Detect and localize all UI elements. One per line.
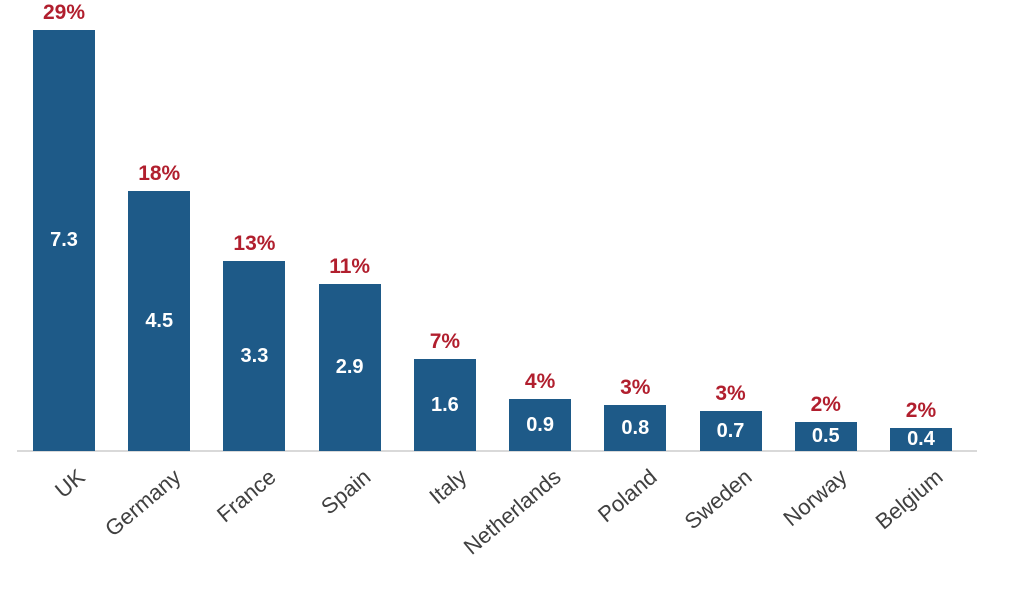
category-label: UK xyxy=(50,464,91,503)
percent-label: 2% xyxy=(905,399,937,422)
bar: 1.6 xyxy=(413,359,476,451)
value-label: 1.6 xyxy=(430,393,459,416)
value-label: 4.5 xyxy=(145,309,174,332)
category-label: Germany xyxy=(99,464,186,542)
bar: 2.9 xyxy=(318,284,381,451)
bar: 0.5 xyxy=(794,422,857,451)
percent-label: 29% xyxy=(42,1,86,24)
value-label: 0.5 xyxy=(811,425,840,447)
category-label: Belgium xyxy=(870,464,948,535)
percent-label: 3% xyxy=(715,382,746,405)
bar: 0.9 xyxy=(509,399,572,451)
percent-label: 13% xyxy=(233,232,276,255)
bar: 7.3 xyxy=(33,30,95,451)
value-label: 0.4 xyxy=(907,428,935,450)
percent-label: 4% xyxy=(524,370,556,393)
value-label: 7.3 xyxy=(50,229,78,251)
category-label: Norway xyxy=(778,464,852,532)
category-label: Netherlands xyxy=(459,464,567,560)
value-label: 0.7 xyxy=(716,419,745,442)
value-label: 3.3 xyxy=(240,344,269,367)
category-label: Sweden xyxy=(679,464,757,535)
category-label: Spain xyxy=(316,464,376,520)
bar: 0.4 xyxy=(889,428,952,451)
bar: 3.3 xyxy=(223,261,286,451)
category-label: France xyxy=(211,464,281,528)
bar: 0.8 xyxy=(604,405,667,451)
percent-label: 11% xyxy=(329,255,371,278)
percent-label: 2% xyxy=(810,393,841,416)
percent-label: 7% xyxy=(429,330,461,353)
percent-label: 3% xyxy=(620,376,651,399)
x-axis-line xyxy=(17,450,977,452)
value-label: 0.9 xyxy=(526,413,554,436)
value-label: 0.8 xyxy=(621,416,650,439)
category-label: Poland xyxy=(592,464,662,528)
category-label: Italy xyxy=(423,464,471,510)
bar: 4.5 xyxy=(128,191,191,451)
percent-label: 18% xyxy=(138,162,181,185)
bar: 0.7 xyxy=(699,411,762,451)
value-label: 2.9 xyxy=(335,356,364,378)
